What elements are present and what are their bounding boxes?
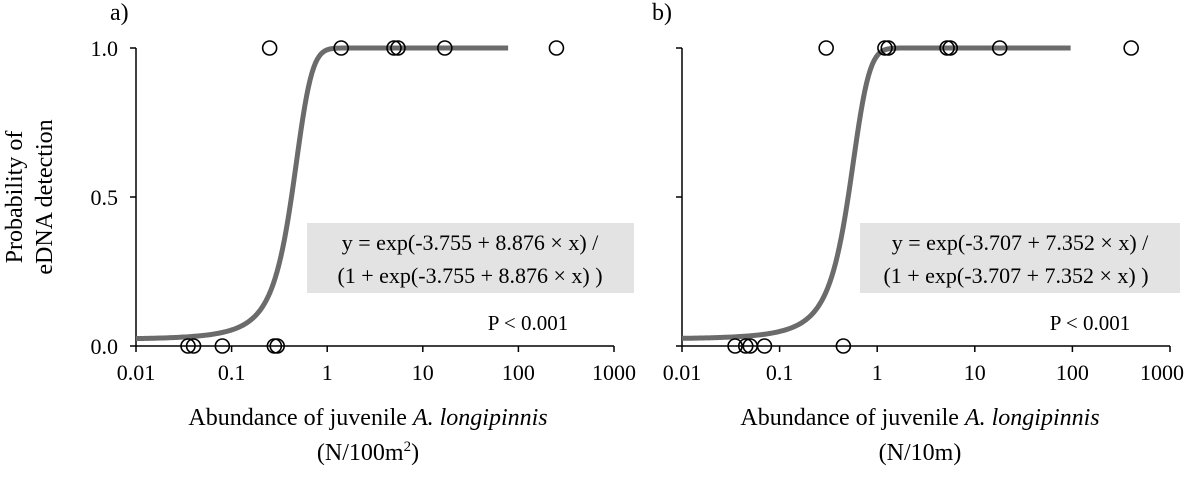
logistic-curve bbox=[681, 45, 1072, 341]
x-ticks bbox=[681, 346, 1171, 352]
data-point bbox=[727, 338, 743, 354]
x-axis-title-species: A. longipinnis bbox=[411, 405, 548, 431]
x-tick-label: 0.1 bbox=[218, 360, 246, 385]
y-tick-label-1: 1.0 bbox=[91, 36, 119, 61]
data-point bbox=[1123, 40, 1139, 56]
equation-box bbox=[860, 223, 1180, 293]
data-points bbox=[727, 40, 1139, 354]
y-axis-title-line2: eDNA detection bbox=[32, 119, 58, 274]
equation-line1: y = exp(-3.707 + 7.352 × x) / bbox=[892, 230, 1149, 255]
equation-box bbox=[307, 223, 634, 293]
x-tick-label: 0.01 bbox=[663, 360, 702, 385]
x-axis-unit: (N/100m2) bbox=[317, 439, 419, 466]
data-point bbox=[991, 40, 1008, 56]
logistic-curve bbox=[135, 45, 509, 342]
x-axis-title: Abundance of juvenile A. longipinnis bbox=[188, 405, 547, 431]
x-axis-unit: (N/10m) bbox=[879, 440, 962, 466]
panel-b: b) 0.01 0.1 1 10 100 1000 Abundance of j… bbox=[652, 0, 1184, 466]
data-point bbox=[390, 40, 406, 56]
data-point bbox=[548, 40, 565, 56]
x-axis-unit-prefix: (N/100m bbox=[317, 440, 404, 466]
x-tick-label: 1 bbox=[872, 360, 883, 385]
data-point bbox=[214, 338, 231, 354]
data-point bbox=[180, 338, 196, 354]
data-point bbox=[261, 40, 278, 56]
x-ticks bbox=[135, 346, 615, 352]
data-point bbox=[942, 40, 959, 56]
x-axis-unit-suffix: ) bbox=[411, 440, 419, 466]
data-points bbox=[180, 40, 565, 354]
equation-line2: (1 + exp(-3.755 + 8.876 × x) ) bbox=[337, 263, 602, 288]
data-point bbox=[756, 338, 773, 354]
panel-b-label: b) bbox=[652, 0, 672, 26]
x-tick-label: 0.01 bbox=[117, 360, 156, 385]
y-tick-label-0: 0.0 bbox=[91, 334, 119, 359]
y-tick-label-05: 0.5 bbox=[91, 185, 119, 210]
data-point bbox=[437, 40, 453, 56]
data-point bbox=[333, 40, 349, 56]
y-axis-title-line1: Probability of bbox=[2, 131, 28, 264]
panel-a: a) Probability of eDNA detection 1.0 0.5… bbox=[2, 0, 636, 466]
x-axis-unit-superscript: 2 bbox=[404, 439, 412, 455]
x-tick-label: 100 bbox=[502, 360, 535, 385]
data-point bbox=[835, 338, 852, 354]
x-tick-label: 0.1 bbox=[766, 360, 794, 385]
x-tick-label: 1000 bbox=[1140, 360, 1184, 385]
data-point bbox=[386, 40, 402, 56]
p-value: P < 0.001 bbox=[1050, 311, 1131, 335]
x-tick-label: 10 bbox=[412, 360, 434, 385]
x-tick-label: 10 bbox=[964, 360, 986, 385]
panel-a-label: a) bbox=[110, 0, 129, 26]
x-axis-title-text: Abundance of juvenile bbox=[188, 405, 413, 431]
data-point bbox=[737, 338, 754, 354]
p-value: P < 0.001 bbox=[488, 311, 569, 335]
x-tick-label: 100 bbox=[1056, 360, 1089, 385]
data-point bbox=[185, 338, 202, 354]
x-tick-label: 1 bbox=[322, 360, 333, 385]
data-point bbox=[269, 338, 286, 354]
data-point bbox=[880, 40, 897, 56]
data-point bbox=[818, 40, 834, 56]
x-axis-title: Abundance of juvenile A. longipinnis bbox=[740, 405, 1099, 431]
x-axis-title-species: A. longipinnis bbox=[963, 405, 1100, 431]
equation-line2: (1 + exp(-3.707 + 7.352 × x) ) bbox=[883, 263, 1148, 288]
x-tick-label: 1000 bbox=[592, 360, 636, 385]
equation-line1: y = exp(-3.755 + 8.876 × x) / bbox=[342, 230, 599, 255]
x-axis-title-text: Abundance of juvenile bbox=[740, 405, 965, 431]
